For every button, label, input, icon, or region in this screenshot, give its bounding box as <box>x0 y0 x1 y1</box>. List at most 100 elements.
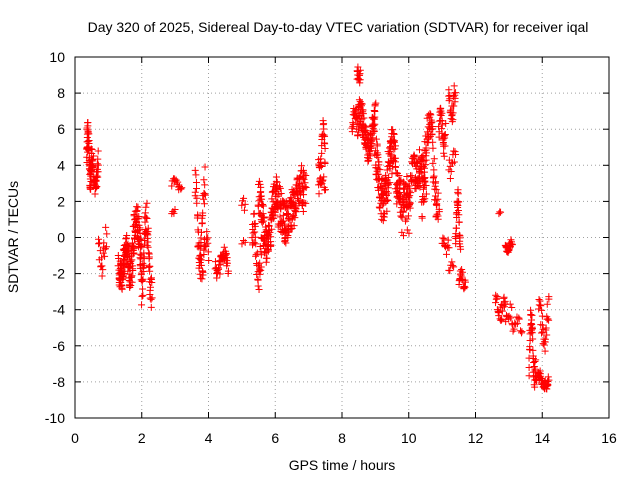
data-point <box>379 201 387 209</box>
data-point <box>204 234 212 242</box>
data-point <box>360 114 368 122</box>
data-point <box>238 201 246 209</box>
data-point <box>139 291 147 299</box>
data-point <box>299 207 307 215</box>
data-point <box>241 200 249 208</box>
data-point <box>452 89 460 97</box>
data-point <box>128 272 136 280</box>
data-point <box>257 183 265 191</box>
data-point <box>277 190 285 198</box>
data-point <box>85 136 93 144</box>
data-point <box>420 174 428 182</box>
data-point <box>239 237 247 245</box>
data-point <box>505 246 513 254</box>
data-point <box>123 231 131 239</box>
data-point <box>253 249 261 257</box>
data-point <box>355 96 363 104</box>
data-point <box>89 164 97 172</box>
data-point <box>433 201 441 209</box>
data-point <box>452 151 460 159</box>
data-point <box>199 209 207 217</box>
data-point <box>85 130 93 138</box>
data-point <box>200 195 208 203</box>
data-point <box>457 270 465 278</box>
data-point <box>281 199 289 207</box>
data-point <box>277 205 285 213</box>
data-point <box>252 252 260 260</box>
data-point <box>435 208 443 216</box>
data-point <box>251 222 259 230</box>
data-point <box>371 101 379 109</box>
data-point <box>259 200 267 208</box>
data-point <box>498 315 506 323</box>
data-point <box>94 155 102 163</box>
data-point <box>200 189 208 197</box>
y-tick-label: 6 <box>57 121 65 137</box>
x-tick-label: 4 <box>205 430 213 446</box>
data-point <box>359 110 367 118</box>
data-point <box>526 346 534 354</box>
data-point <box>372 135 380 143</box>
data-point <box>263 235 271 243</box>
data-point <box>321 144 329 152</box>
y-axis-label: SDTVAR / TECUs <box>5 181 21 293</box>
data-point <box>440 149 448 157</box>
data-point <box>434 215 442 223</box>
data-point <box>254 275 262 283</box>
data-point <box>222 250 230 258</box>
data-point <box>257 192 265 200</box>
data-point <box>258 219 266 227</box>
data-point <box>431 179 439 187</box>
data-point <box>545 376 553 384</box>
data-point <box>415 146 423 154</box>
data-point <box>405 229 413 237</box>
data-point <box>441 142 449 150</box>
data-point <box>215 265 223 273</box>
data-point <box>199 268 207 276</box>
data-point <box>256 259 264 267</box>
data-point <box>497 208 505 216</box>
data-point <box>130 244 138 252</box>
data-point <box>429 144 437 152</box>
data-point <box>322 186 330 194</box>
data-point <box>88 145 96 153</box>
data-point <box>257 266 265 274</box>
data-point <box>448 258 456 266</box>
data-point <box>369 124 377 132</box>
data-point <box>428 118 436 126</box>
data-point <box>450 82 458 90</box>
data-point <box>529 335 537 343</box>
data-point <box>197 228 205 236</box>
data-point <box>369 114 377 122</box>
data-point <box>375 184 383 192</box>
data-point <box>355 111 363 119</box>
data-point <box>194 243 202 251</box>
data-point <box>291 203 299 211</box>
data-point <box>98 262 106 270</box>
data-point <box>356 76 364 84</box>
data-point <box>201 191 209 199</box>
data-point <box>430 172 438 180</box>
data-point <box>147 295 155 303</box>
data-point <box>362 126 370 134</box>
data-point <box>99 249 107 257</box>
y-tick-label: -4 <box>53 302 66 318</box>
data-point <box>493 294 501 302</box>
data-point <box>147 303 155 311</box>
data-point <box>528 311 536 319</box>
data-point <box>427 116 435 124</box>
data-point <box>317 163 325 171</box>
data-point <box>449 262 457 270</box>
data-point <box>318 149 326 157</box>
data-point <box>427 126 435 134</box>
data-point <box>384 189 392 197</box>
x-tick-label: 2 <box>138 430 146 446</box>
data-point <box>392 142 400 150</box>
data-point <box>508 303 516 311</box>
data-point <box>302 184 310 192</box>
data-point <box>100 239 108 247</box>
data-point <box>454 190 462 198</box>
data-point <box>450 158 458 166</box>
data-point <box>542 324 550 332</box>
data-point <box>455 198 463 206</box>
